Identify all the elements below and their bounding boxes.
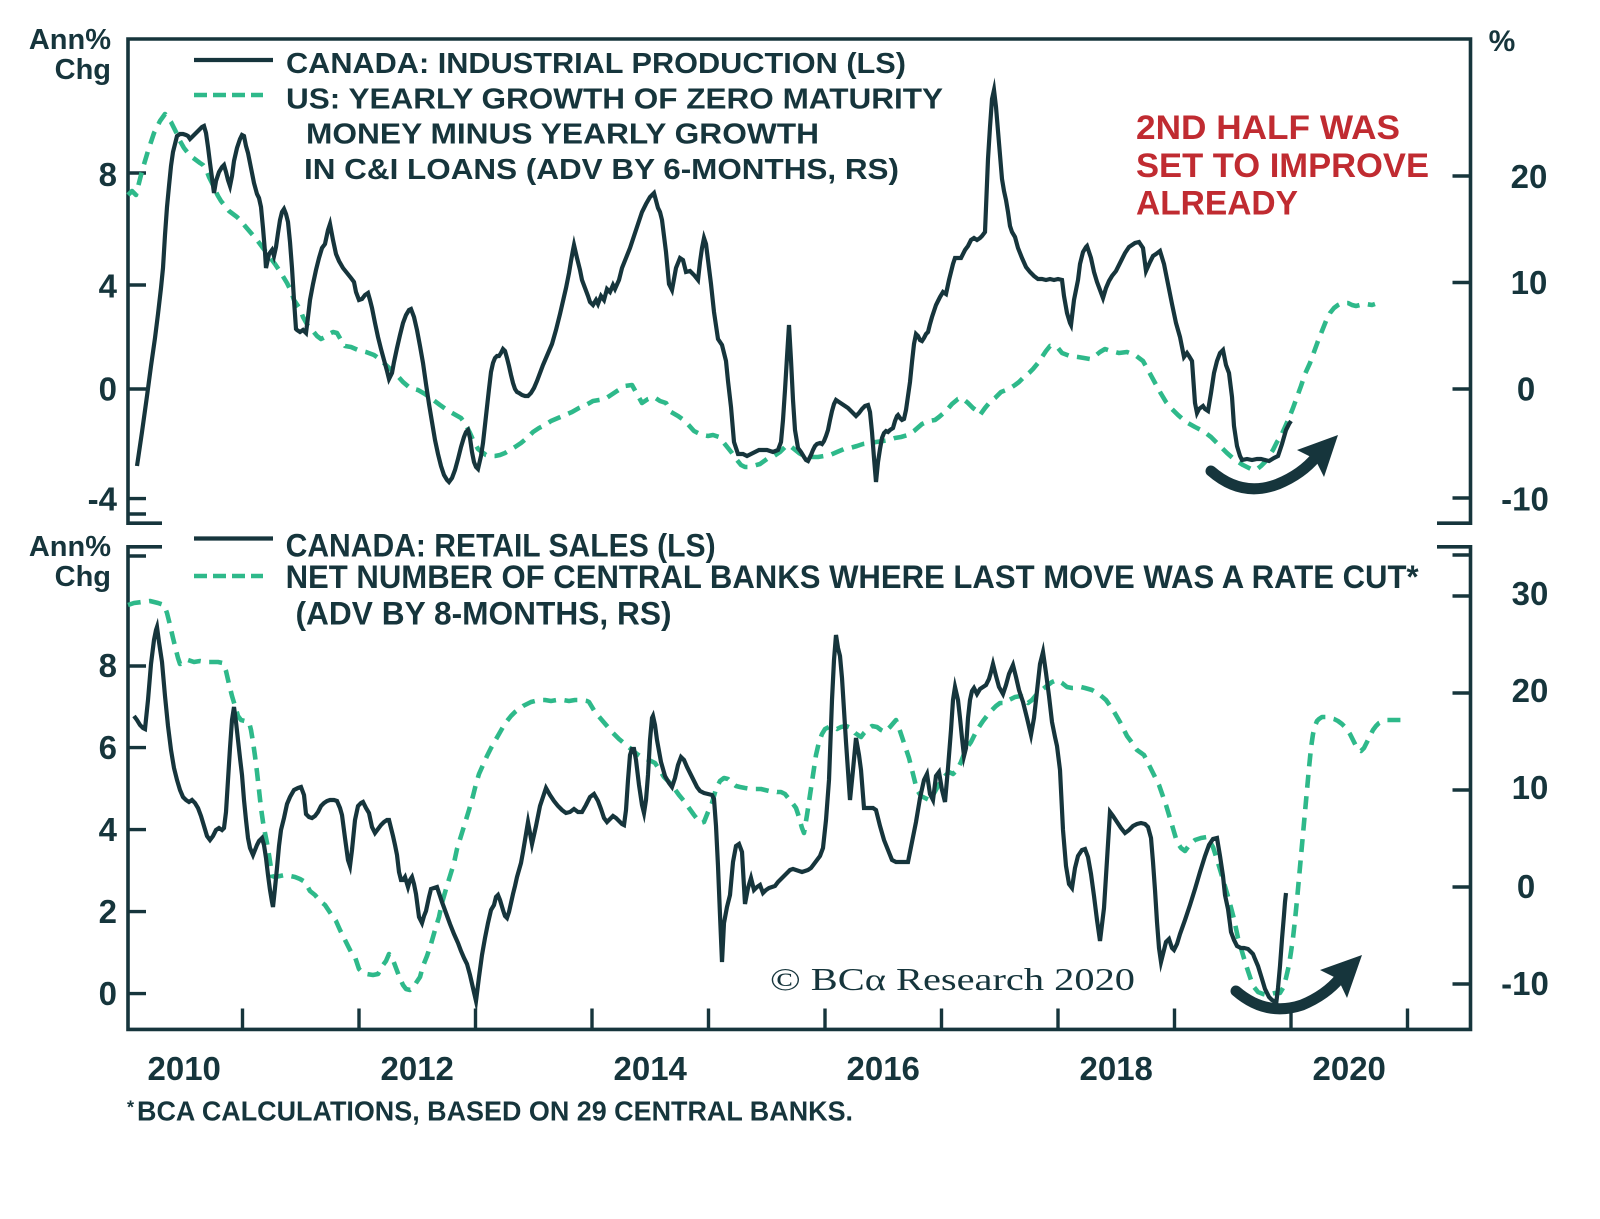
svg-text:10: 10 xyxy=(1512,769,1549,806)
svg-text:20: 20 xyxy=(1511,158,1548,195)
svg-text:4: 4 xyxy=(99,811,118,848)
svg-text:10: 10 xyxy=(1511,264,1548,301)
svg-text:MONEY MINUS YEARLY GROWTH: MONEY MINUS YEARLY GROWTH xyxy=(306,119,819,151)
svg-text:-10: -10 xyxy=(1501,481,1549,518)
svg-text:NET NUMBER OF CENTRAL BANKS WH: NET NUMBER OF CENTRAL BANKS WHERE LAST M… xyxy=(286,559,1420,595)
svg-text:-10: -10 xyxy=(1501,965,1549,1002)
svg-text:Ann%: Ann% xyxy=(29,531,111,563)
svg-text:6: 6 xyxy=(99,729,117,766)
svg-text:2016: 2016 xyxy=(846,1050,919,1087)
svg-text:2ND HALF WAS: 2ND HALF WAS xyxy=(1136,109,1400,147)
svg-text:Chg: Chg xyxy=(55,54,111,86)
svg-text:2020: 2020 xyxy=(1312,1050,1385,1087)
svg-text:2018: 2018 xyxy=(1079,1050,1152,1087)
svg-text:0: 0 xyxy=(1517,371,1535,408)
svg-text:2010: 2010 xyxy=(147,1050,220,1087)
svg-text:ALREADY: ALREADY xyxy=(1136,185,1298,223)
svg-text:8: 8 xyxy=(99,647,117,684)
svg-text:Ann%: Ann% xyxy=(29,24,111,56)
svg-text:© BCα Research 2020: © BCα Research 2020 xyxy=(770,961,1135,997)
svg-text:-4: -4 xyxy=(88,481,118,518)
svg-text:%: % xyxy=(1489,25,1516,58)
svg-text:(ADV BY 8-MONTHS, RS): (ADV BY 8-MONTHS, RS) xyxy=(296,596,672,632)
svg-text:4: 4 xyxy=(99,268,118,305)
svg-text:30: 30 xyxy=(1512,575,1549,612)
svg-text:CANADA: INDUSTRIAL PRODUCTION: CANADA: INDUSTRIAL PRODUCTION (LS) xyxy=(286,48,906,80)
svg-text:2012: 2012 xyxy=(380,1050,453,1087)
svg-text:20: 20 xyxy=(1512,672,1549,709)
svg-text:Chg: Chg xyxy=(55,561,111,593)
svg-text:0: 0 xyxy=(1517,868,1535,905)
svg-text:2014: 2014 xyxy=(613,1050,687,1087)
svg-text:IN C&I LOANS (ADV BY 6-MONTHS,: IN C&I LOANS (ADV BY 6-MONTHS, RS) xyxy=(304,154,899,186)
svg-text:SET TO IMPROVE: SET TO IMPROVE xyxy=(1136,147,1429,185)
svg-text:0: 0 xyxy=(99,975,117,1012)
svg-text:8: 8 xyxy=(99,156,117,193)
svg-text:0: 0 xyxy=(99,371,117,408)
svg-text:CANADA: RETAIL SALES (LS): CANADA: RETAIL SALES (LS) xyxy=(286,527,716,563)
svg-text:US: YEARLY GROWTH OF ZERO MATU: US: YEARLY GROWTH OF ZERO MATURITY xyxy=(286,83,943,115)
svg-text:*BCA CALCULATIONS, BASED ON 29: * BCA CALCULATIONS, BASED ON 29 CENTRAL B… xyxy=(127,1096,853,1127)
svg-text:2: 2 xyxy=(99,893,117,930)
